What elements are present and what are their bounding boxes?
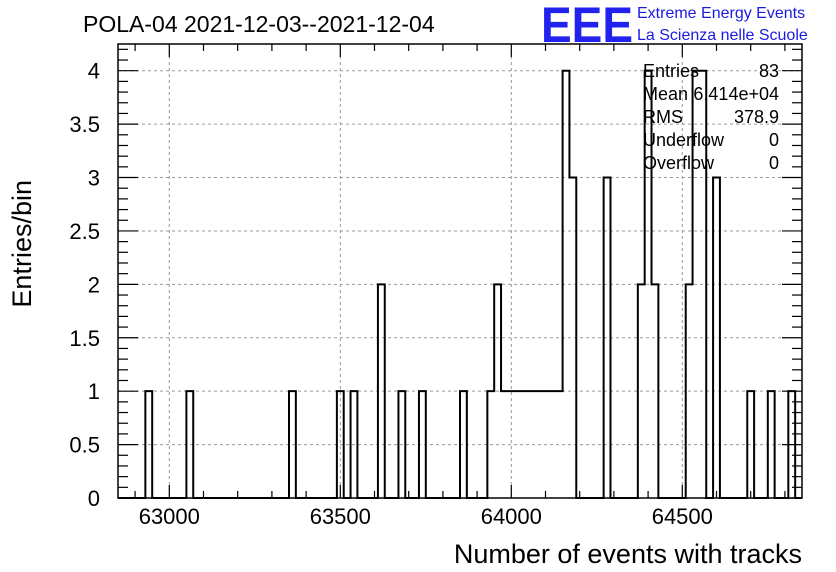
stats-value: 0: [769, 153, 779, 173]
y-tick-labels: 0 0.5 1 1.5 2 2.5 3 3.5 4: [69, 59, 100, 511]
stats-value: 83: [759, 61, 779, 81]
logo-line-2: La Scienza nelle Scuole: [637, 27, 808, 44]
y-tick-label: 0: [88, 486, 100, 511]
y-tick-label: 1.5: [69, 326, 100, 351]
stats-label: Mean: [643, 84, 688, 104]
chart-title: POLA-04 2021-12-03--2021-12-04: [83, 11, 435, 37]
eee-logo-mark: EEE: [541, 0, 633, 53]
y-tick-label: 2: [88, 272, 100, 297]
stats-value: 0: [769, 130, 779, 150]
logo-line-1: Extreme Energy Events: [637, 5, 805, 22]
x-tick-labels: 63000 63500 64000 64500: [139, 504, 713, 529]
x-axis-label: Number of events with tracks: [454, 539, 802, 569]
y-tick-label: 4: [88, 59, 100, 84]
y-tick-label: 3.5: [69, 112, 100, 137]
x-tick-label: 63500: [310, 504, 371, 529]
x-tick-label: 64000: [481, 504, 542, 529]
stats-value: 6.414e+04: [693, 84, 779, 104]
y-axis-label: Entries/bin: [7, 180, 37, 308]
x-tick-label: 63000: [139, 504, 200, 529]
stats-label: Entries: [643, 61, 699, 81]
stats-value: 378.9: [734, 107, 779, 127]
stats-label: Overflow: [643, 153, 715, 173]
y-tick-label: 0.5: [69, 433, 100, 458]
x-tick-label: 64500: [652, 504, 713, 529]
y-tick-label: 3: [88, 166, 100, 191]
y-tick-label: 1: [88, 379, 100, 404]
stats-label: RMS: [643, 107, 683, 127]
stats-label: Underflow: [643, 130, 725, 150]
stats-box: Entries 83 Mean 6.414e+04 RMS 378.9 Underflow 0…: [643, 61, 779, 173]
y-tick-label: 2.5: [69, 219, 100, 244]
plot-frame: [117, 43, 803, 499]
axis-ticks: [118, 44, 802, 499]
